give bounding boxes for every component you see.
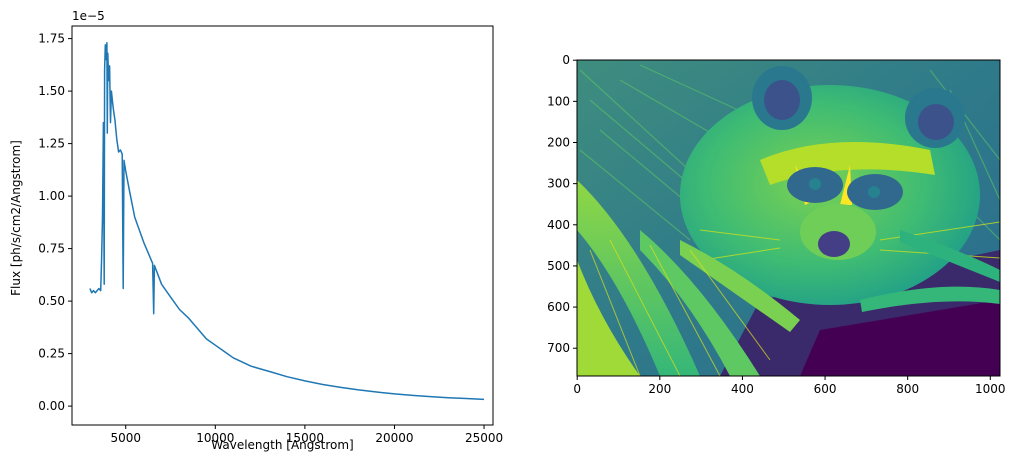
spectrum-y-ticks: 0.00 0.25 0.50 0.75 1.00 1.25 1.50 1.75	[38, 32, 72, 413]
image-x-tick-label: 800	[896, 382, 919, 396]
spectrum-y-tick-label: 0.50	[38, 294, 65, 308]
image-heatmap	[577, 60, 1000, 376]
image-x-tick-label: 400	[731, 382, 754, 396]
image-y-tick-label: 400	[547, 218, 570, 232]
spectrum-x-axis-label: Wavelength [Angstrom]	[211, 438, 353, 452]
spectrum-plot-area	[72, 26, 493, 425]
image-y-ticks: 0 100 200 300 400 500 600 700	[547, 53, 577, 355]
spectrum-y-tick-label: 0.75	[38, 242, 65, 256]
image-y-tick-label: 300	[547, 177, 570, 191]
spectrum-axes-frame	[71, 25, 494, 426]
image-axes-frame	[576, 59, 1001, 377]
spectrum-y-tick-label: 0.00	[38, 399, 65, 413]
spectrum-x-tick-label: 10000	[196, 431, 234, 445]
spectrum-x-ticks: 5000 10000 15000 20000 25000	[110, 425, 503, 445]
image-y-tick-label: 700	[547, 341, 570, 355]
image-y-tick-label: 200	[547, 135, 570, 149]
image-x-tick-label: 200	[648, 382, 671, 396]
spectrum-x-tick-label: 25000	[465, 431, 503, 445]
spectrum-y-tick-label: 1.25	[38, 137, 65, 151]
image-x-tick-label: 600	[814, 382, 837, 396]
image-y-tick-label: 500	[547, 259, 570, 273]
spectrum-y-tick-label: 1.00	[38, 189, 65, 203]
image-y-tick-label: 600	[547, 300, 570, 314]
image-axes: 0 200 400 600 800 1000 0 100 200 300 400 500 600 700	[547, 53, 1005, 396]
spectrum-y-offset-label: 1e−5	[72, 9, 105, 23]
spectrum-y-tick-label: 0.25	[38, 347, 65, 361]
image-y-tick-label: 100	[547, 94, 570, 108]
spectrum-y-tick-label: 1.75	[38, 32, 65, 46]
spectrum-x-tick-label: 15000	[286, 431, 324, 445]
spectrum-line-layer	[89, 42, 485, 401]
spectrum-series-line	[89, 42, 485, 401]
image-x-tick-label: 0	[573, 382, 581, 396]
spectrum-y-tick-label: 1.50	[38, 84, 65, 98]
spectrum-x-tick-label: 5000	[110, 431, 141, 445]
spectrum-axes: 5000 10000 15000 20000 25000 0.00 0.25 0.50 0.7…	[9, 9, 503, 452]
image-x-ticks: 0 200 400 600 800 1000	[573, 376, 1006, 396]
spectrum-y-axis-label: Flux [ph/s/cm2/Angstrom]	[9, 140, 23, 296]
image-y-tick-label: 0	[562, 53, 570, 67]
image-x-tick-label: 1000	[975, 382, 1006, 396]
spectrum-x-tick-label: 20000	[375, 431, 413, 445]
